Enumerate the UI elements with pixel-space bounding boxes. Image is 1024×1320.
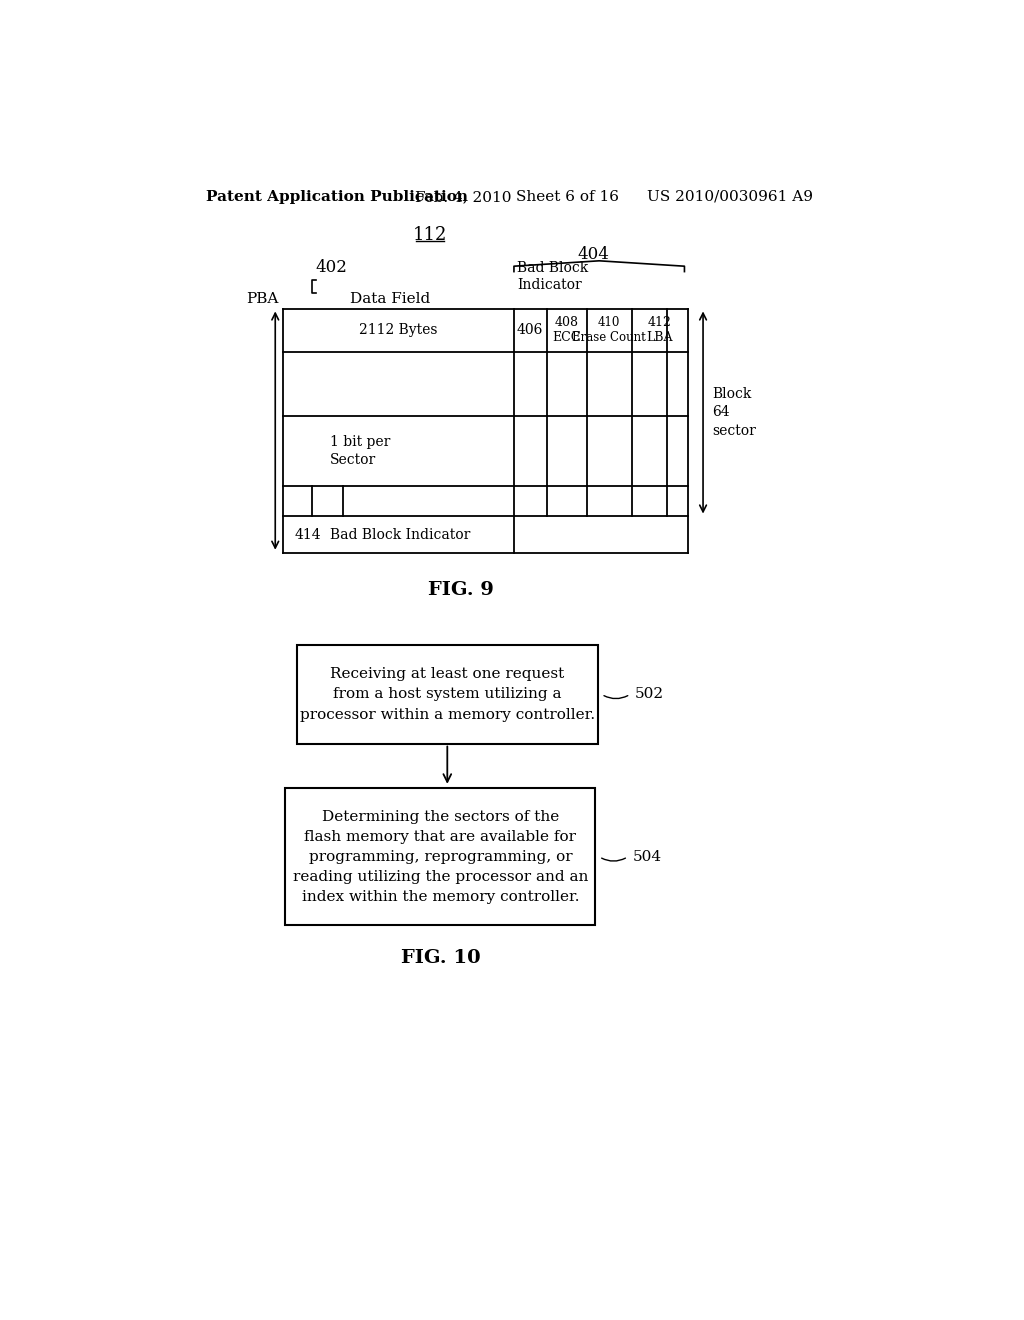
Text: 1 bit per
Sector: 1 bit per Sector [330,436,390,467]
Text: 408
ECC: 408 ECC [553,317,581,345]
Text: US 2010/0030961 A9: US 2010/0030961 A9 [647,190,813,203]
Text: 112: 112 [413,227,447,244]
Text: 502: 502 [635,688,664,701]
Bar [297,645,598,743]
Text: Sheet 6 of 16: Sheet 6 of 16 [515,190,618,203]
Text: PBA: PBA [246,292,279,306]
Text: 414: 414 [295,528,322,541]
Text: FIG. 10: FIG. 10 [400,949,480,966]
Text: FIG. 9: FIG. 9 [428,581,495,598]
Text: 412
LBA: 412 LBA [646,317,673,345]
Text: Feb. 4, 2010: Feb. 4, 2010 [415,190,511,203]
Text: 504: 504 [633,850,662,863]
Text: 402: 402 [315,259,347,276]
Text: Determining the sectors of the
flash memory that are available for
programming, : Determining the sectors of the flash mem… [293,809,588,904]
Bar [286,788,595,925]
Text: Data Field: Data Field [350,292,430,306]
Text: 410
Erase Count: 410 Erase Count [572,317,646,345]
Text: Patent Application Publication: Patent Application Publication [206,190,468,203]
Text: Bad Block
Indicator: Bad Block Indicator [517,260,589,292]
Text: 406: 406 [517,323,544,338]
Text: 2112 Bytes: 2112 Bytes [359,323,437,338]
Text: Receiving at least one request
from a host system utilizing a
processor within a: Receiving at least one request from a ho… [300,667,595,722]
Text: 404: 404 [578,246,609,263]
Text: Bad Block Indicator: Bad Block Indicator [330,528,470,541]
Text: Block
64
sector: Block 64 sector [713,387,757,438]
